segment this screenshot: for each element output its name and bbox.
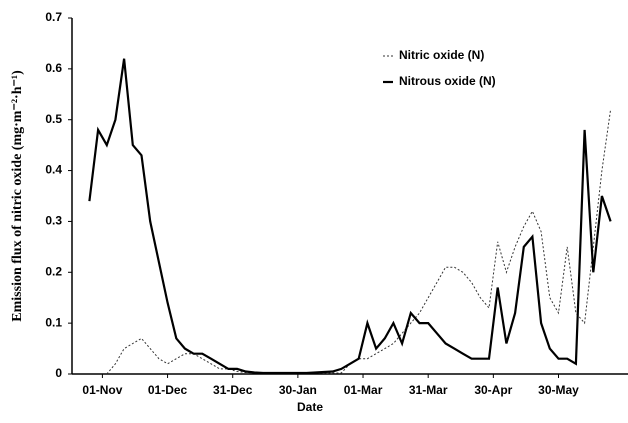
y-tick-label: 0.7 [45,10,62,24]
y-tick-label: 0 [55,366,62,380]
x-tick-label: 30-Apr [474,383,512,397]
legend-label: Nitric oxide (N) [399,48,484,62]
series-line [88,58,612,375]
x-tick-label: 01-Mar [344,383,383,397]
x-tick-label: 30-Jan [279,383,317,397]
y-tick-label: 0.2 [45,264,62,278]
y-tick-label: 0.6 [45,61,62,75]
y-tick-label: 0.3 [45,214,62,228]
y-tick-label: 0.1 [45,315,62,329]
x-tick-label: 31-Mar [409,383,448,397]
x-tick-label: 30-May [538,383,579,397]
y-tick-label: 0.4 [45,163,62,177]
series-line [106,109,612,375]
x-tick-label: 31-Dec [213,383,253,397]
legend-label: Nitrous oxide (N) [399,74,496,88]
y-tick-label: 0.5 [45,112,62,126]
x-tick-label: 01-Nov [82,383,122,397]
x-axis-label: Date [297,400,323,414]
y-axis-label: Emission flux of nitric oxide (mg·m⁻²·h⁻… [10,70,25,322]
x-tick-label: 01-Dec [148,383,188,397]
